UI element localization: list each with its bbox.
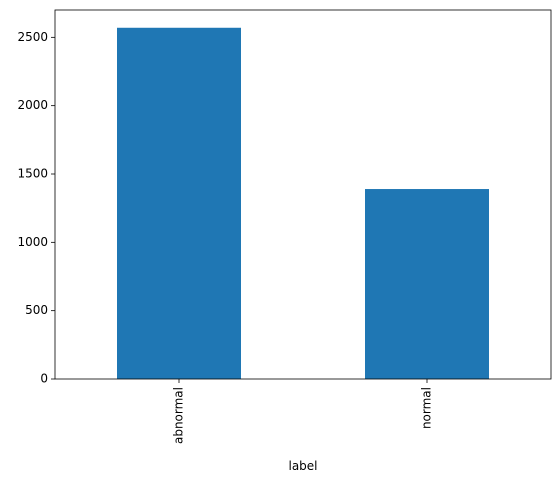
y-tick-label: 2500 (17, 30, 48, 44)
x-tick-label: abnormal (172, 387, 186, 444)
bar (117, 27, 241, 380)
y-tick-label: 1500 (17, 167, 48, 181)
plot-frame (54, 9, 552, 380)
y-tick-label: 1000 (17, 235, 48, 249)
y-tick-label: 0 (40, 372, 48, 386)
y-tick-label: 500 (25, 303, 48, 317)
x-tick-label: normal (420, 387, 434, 429)
x-axis-label: label (288, 459, 317, 473)
bar (365, 189, 489, 379)
y-tick-label: 2000 (17, 98, 48, 112)
